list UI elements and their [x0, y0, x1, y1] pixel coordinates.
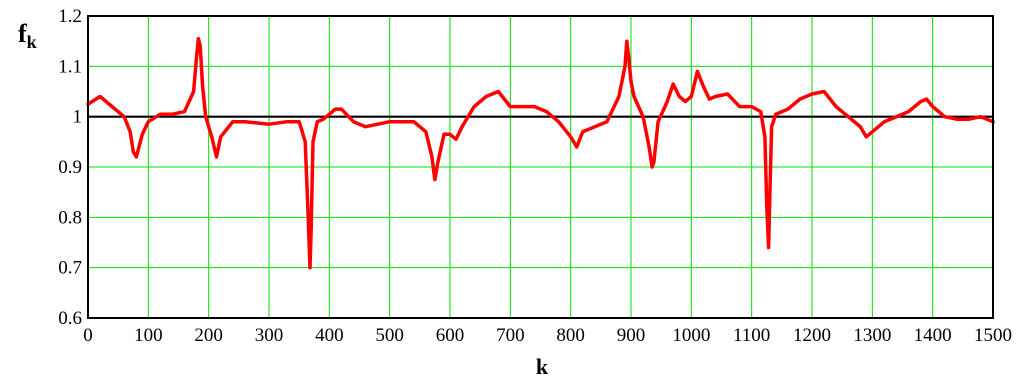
x-tick-label: 900 — [617, 325, 646, 346]
x-tick-label: 1400 — [914, 325, 952, 346]
x-tick-label: 1100 — [733, 325, 770, 346]
x-tick-label: 1300 — [853, 325, 891, 346]
y-tick-label: 0.6 — [58, 308, 82, 329]
y-tick-label: 1 — [73, 107, 83, 128]
grid-layer — [88, 16, 993, 318]
x-tick-label: 1200 — [793, 325, 831, 346]
x-tick-label: 500 — [375, 325, 404, 346]
plot-frame — [87, 15, 994, 319]
x-axis-title: k — [536, 354, 549, 379]
x-tick-label: 1500 — [974, 325, 1012, 346]
x-tick-label: 0 — [83, 325, 93, 346]
y-tick-label: 0.9 — [58, 157, 82, 178]
x-tick-label: 600 — [436, 325, 465, 346]
y-axis-title: fk — [18, 19, 37, 52]
x-tick-label: 400 — [315, 325, 344, 346]
y-tick-label: 0.8 — [58, 207, 82, 228]
y-tick-label: 0.7 — [58, 258, 82, 279]
series-line — [86, 36, 995, 270]
y-tick-labels: 0.6 0.7 0.8 0.9 1 1.1 1.2 — [58, 6, 82, 329]
x-tick-label: 100 — [134, 325, 163, 346]
x-tick-label: 200 — [194, 325, 223, 346]
x-tick-labels: 0 100 200 300 400 500 600 700 800 900 1000 1100 1200… — [83, 325, 1012, 346]
x-tick-label: 1000 — [672, 325, 710, 346]
y-tick-label: 1.2 — [58, 6, 82, 27]
x-tick-label: 300 — [255, 325, 284, 346]
y-tick-label: 1.1 — [58, 56, 82, 77]
x-tick-label: 800 — [556, 325, 585, 346]
x-tick-label: 700 — [496, 325, 525, 346]
series-layer — [86, 36, 995, 270]
